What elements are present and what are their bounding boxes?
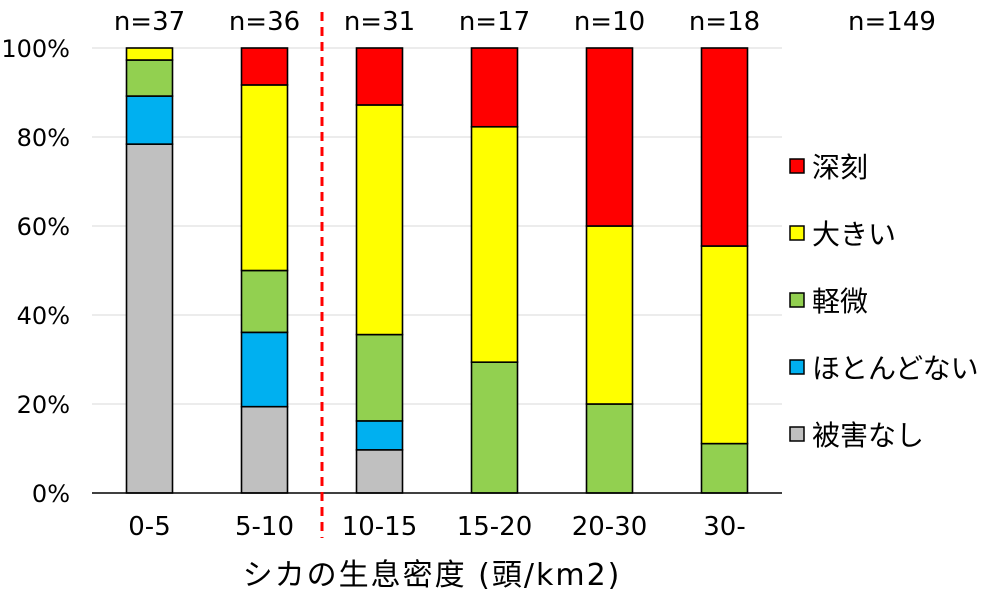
legend-label: 被害なし — [812, 419, 924, 452]
x-tick-label: 5-10 — [235, 512, 294, 542]
bar-segment — [125, 143, 174, 494]
bar-segment — [585, 225, 634, 405]
bar-segment — [470, 47, 519, 128]
y-tick-label: 20% — [17, 391, 70, 419]
x-axis-title: シカの生息密度 (頭/km2) — [243, 558, 622, 593]
y-tick-label: 40% — [17, 302, 70, 330]
legend-label: 軽微 — [812, 285, 868, 318]
y-tick-label: 80% — [17, 124, 70, 152]
x-tick-label: 15-20 — [457, 512, 533, 542]
x-tick-label: 20-30 — [572, 512, 648, 542]
sample-size-label: n=31 — [344, 7, 415, 37]
axes — [92, 12, 782, 538]
y-tick-label: 100% — [1, 35, 70, 63]
x-tick-label: 0-5 — [128, 512, 170, 542]
x-tick-label: 30- — [703, 512, 745, 542]
sample-size-label: n=36 — [229, 7, 300, 37]
bar-segment — [700, 47, 749, 247]
legend-label: ほとんどない — [812, 352, 979, 385]
bar-segment — [125, 59, 174, 97]
legend-swatch — [789, 292, 805, 308]
bar-segment — [470, 361, 519, 494]
gridlines — [92, 47, 782, 405]
bars — [125, 47, 749, 494]
bar-segment — [355, 47, 404, 106]
bar-segment — [585, 403, 634, 494]
sample-size-label: n=18 — [689, 7, 760, 37]
bar-segment — [355, 333, 404, 422]
x-tick-labels: 0-5 5-10 10-15 15-20 20-30 30- — [128, 512, 745, 542]
y-tick-label: 0% — [32, 480, 70, 508]
legend-swatch — [789, 158, 805, 174]
sample-size-label: n=17 — [459, 7, 530, 37]
bar-segment — [355, 420, 404, 451]
bar-segment — [585, 47, 634, 227]
bar-segment — [240, 331, 289, 408]
bar-segment — [125, 47, 174, 61]
legend-swatch — [789, 225, 805, 241]
legend-swatch — [789, 359, 805, 375]
y-tick-label: 60% — [17, 213, 70, 241]
sample-size-label: n=10 — [574, 7, 645, 37]
bar-segment — [355, 104, 404, 336]
sample-size-labels: n=37 n=36 n=31 n=17 n=10 n=18 n=149 — [114, 7, 936, 37]
legend-label: 大きい — [812, 218, 896, 251]
legend-label: 深刻 — [812, 151, 868, 184]
bar-segment — [700, 245, 749, 445]
bar-segment — [125, 95, 174, 145]
bar-segment — [700, 442, 749, 494]
legend-swatch — [789, 426, 805, 442]
sample-size-label: n=37 — [114, 7, 185, 37]
bar-segment — [240, 47, 289, 86]
total-sample-size-label: n=149 — [848, 7, 936, 37]
bar-segment — [240, 84, 289, 272]
bar-segment — [470, 125, 519, 363]
x-tick-label: 10-15 — [342, 512, 418, 542]
y-tick-labels: 0% 20% 40% 60% 80% 100% — [1, 35, 70, 508]
bar-segment — [240, 269, 289, 334]
bar-segment — [355, 449, 404, 494]
bar-segment — [240, 405, 289, 494]
